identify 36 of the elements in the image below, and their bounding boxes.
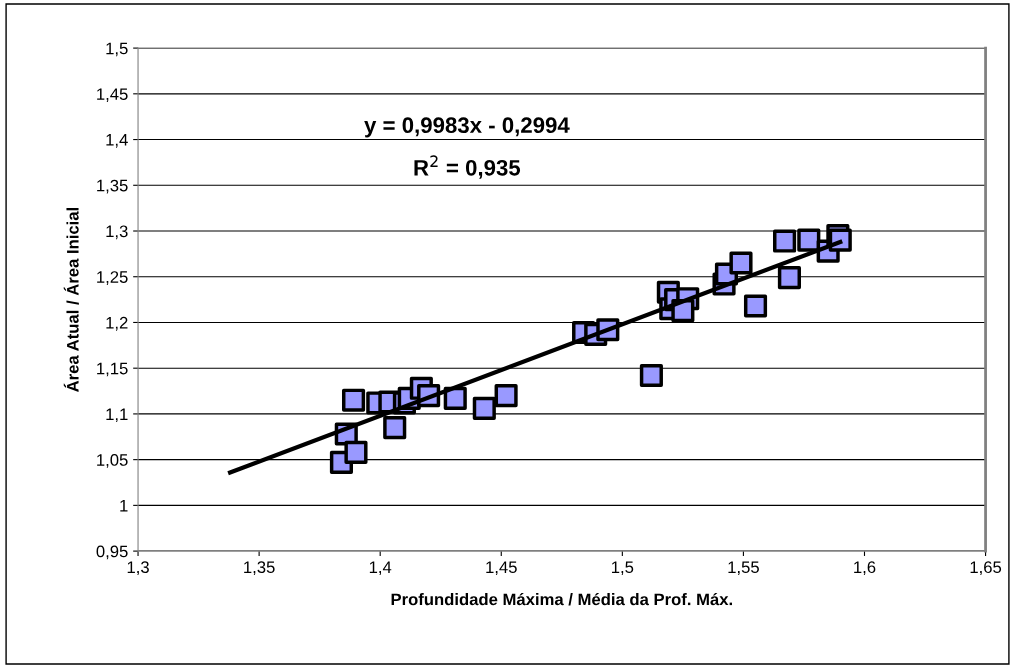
y-tick-label: 1,25 [97, 271, 128, 285]
point [341, 388, 366, 412]
point [383, 416, 407, 440]
y-tick-label: 1,05 [97, 454, 128, 468]
x-tick-label: 1,45 [486, 561, 517, 576]
x-tick-label: 1,6 [854, 561, 876, 576]
y-tick-label: 1,3 [106, 225, 128, 240]
point [797, 228, 821, 252]
x-tick-label: 1,35 [244, 561, 275, 576]
point [743, 294, 768, 318]
y-tick-label: 1,1 [106, 408, 128, 423]
y-tick-label: 1,35 [97, 179, 128, 194]
point [639, 363, 663, 388]
x-axis-title: Profundidade Máxima / Média da Prof. Máx. [391, 592, 732, 606]
y-tick-label: 1,45 [97, 88, 128, 102]
x-tick-label: 1,4 [369, 561, 392, 576]
point [777, 266, 801, 290]
point [494, 384, 518, 408]
x-tick-label: 1,65 [970, 561, 1002, 576]
y-tick-label: 1,5 [106, 42, 128, 57]
point [729, 251, 753, 275]
y-tick-label: 1,4 [106, 134, 128, 148]
point [443, 386, 467, 410]
x-tick-label: 1,55 [728, 561, 759, 576]
annotation: y = 0,9983x - 0,2994 [364, 117, 570, 138]
point [344, 440, 368, 464]
y-tick-label: 1 [120, 499, 128, 512]
x-tick-label: 1,5 [612, 561, 634, 576]
point [472, 396, 496, 420]
y-axis-title: Área Atual / Área Inicial [63, 207, 79, 392]
point [773, 229, 797, 253]
x-tick-label: 1,3 [127, 561, 149, 576]
y-tick-label: 1,2 [106, 316, 128, 331]
y-tick-label: 0,95 [96, 545, 128, 560]
annotation: R$^{2}$ = 0,935 [414, 155, 521, 179]
y-tick-label: 1,15 [97, 362, 128, 377]
